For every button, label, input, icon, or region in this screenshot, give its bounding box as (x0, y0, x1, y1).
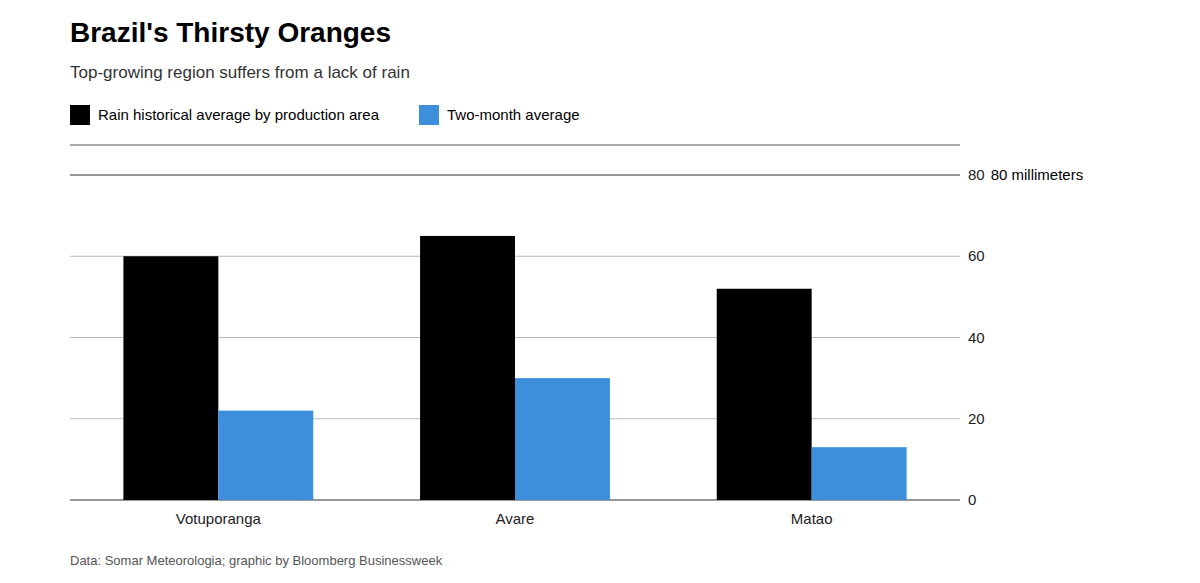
y-tick-label: 20 (968, 410, 985, 427)
y-tick-label: 80 (968, 166, 985, 183)
legend-swatch (70, 105, 90, 125)
subtitle: Top-growing region suffers from a lack o… (70, 63, 410, 82)
footer: Data: Somar Meteorologia; graphic by Blo… (70, 553, 443, 568)
top-line (70, 174, 960, 175)
y-tick-label: 0 (968, 491, 976, 508)
x-tick-label: Matao (791, 510, 833, 527)
legend: Rain historical average by production ar… (70, 105, 580, 125)
grid-line (70, 175, 960, 176)
x-tick-label: Votuporanga (176, 510, 262, 527)
bar (123, 256, 218, 500)
separator (70, 145, 960, 146)
bar (515, 378, 610, 500)
bar (717, 289, 812, 500)
legend-label: Two-month average (447, 106, 580, 123)
annotation: 80 millimeters (991, 166, 1084, 183)
bars (123, 236, 906, 500)
bar (420, 236, 515, 500)
bar (218, 411, 313, 500)
title: Brazil's Thirsty Oranges (70, 17, 391, 48)
chart: Brazil's Thirsty Oranges Top-growing regi… (0, 0, 1200, 583)
legend-swatch (419, 105, 439, 125)
bar (812, 447, 907, 500)
y-tick-label: 60 (968, 247, 985, 264)
legend-label: Rain historical average by production ar… (98, 106, 380, 123)
y-tick-label: 40 (968, 329, 985, 346)
x-tick-label: Avare (496, 510, 535, 527)
